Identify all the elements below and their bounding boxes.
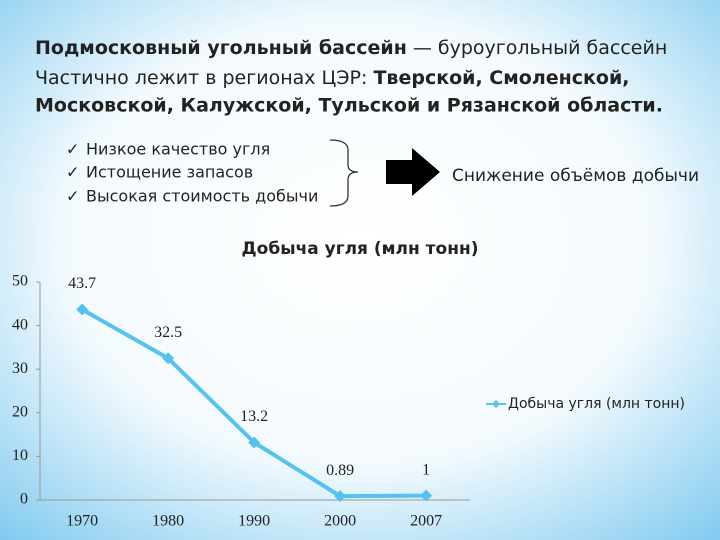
y-tick-label: 50 bbox=[12, 273, 28, 290]
x-tick-label: 2000 bbox=[324, 513, 356, 530]
point bbox=[162, 352, 175, 365]
cause: Низкое качество угля bbox=[86, 140, 270, 159]
cause-list: ✓ Низкое качество угля ✓ Истощение запас… bbox=[66, 140, 318, 206]
legend-marker bbox=[492, 400, 500, 408]
data-label: 32.5 bbox=[154, 324, 182, 341]
chart: 0 10 20 30 40 50 1970 1980 1990 2000 2007 43.7 32.5 1… bbox=[12, 273, 685, 530]
data-label: 0.89 bbox=[326, 462, 354, 479]
legend-label: Добыча угля (млн тонн) bbox=[508, 396, 685, 412]
y-tick-label: 0 bbox=[20, 491, 28, 508]
point bbox=[334, 490, 347, 503]
x-tick-label: 1970 bbox=[66, 513, 98, 530]
cause: Высокая стоимость добычи bbox=[86, 187, 318, 206]
chart-title: Добыча угля (млн тонн) bbox=[242, 239, 479, 259]
check: ✓ bbox=[66, 163, 79, 182]
heading-part: Тверской, Смоленской, bbox=[373, 67, 629, 89]
cause: Истощение запасов bbox=[86, 163, 253, 182]
check: ✓ bbox=[66, 140, 79, 159]
data-label: 43.7 bbox=[68, 275, 96, 292]
heading-part: Подмосковный угольный бассейн bbox=[35, 37, 407, 59]
y-tick-label: 40 bbox=[12, 316, 28, 333]
y-tick-label: 20 bbox=[12, 403, 28, 420]
brace bbox=[329, 139, 359, 207]
heading-part: — буроугольный бассейн bbox=[407, 37, 667, 59]
heading-line: Московской, Калужской, Тульской и Рязанс… bbox=[35, 95, 663, 117]
heading-line: Подмосковный угольный бассейн — буроугол… bbox=[35, 37, 667, 59]
x-tick-label: 1990 bbox=[238, 513, 270, 530]
data-label: 1 bbox=[422, 461, 430, 478]
point bbox=[76, 303, 89, 316]
data-label: 13.2 bbox=[240, 408, 268, 425]
x-tick-label: 1980 bbox=[152, 513, 184, 530]
y-tick-label: 30 bbox=[12, 360, 28, 377]
check: ✓ bbox=[66, 187, 79, 206]
point bbox=[420, 489, 433, 502]
effect: Снижение объёмов добычи bbox=[452, 166, 699, 186]
x-tick-label: 2007 bbox=[410, 513, 442, 530]
heading-part: Частично лежит в регионах ЦЭР: bbox=[35, 67, 373, 89]
arrow bbox=[386, 148, 440, 196]
heading-line: Частично лежит в регионах ЦЭР: Тверской,… bbox=[35, 67, 630, 89]
y-tick-label: 10 bbox=[12, 447, 28, 464]
point bbox=[248, 436, 261, 449]
